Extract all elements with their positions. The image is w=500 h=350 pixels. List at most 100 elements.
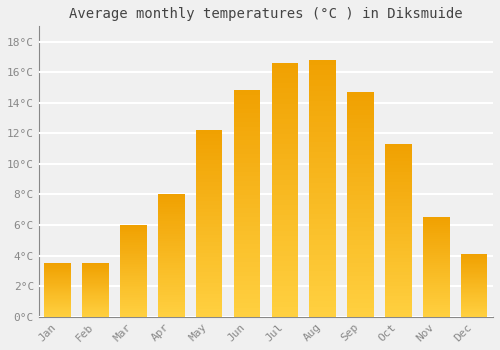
- Bar: [272, 296, 298, 302]
- Bar: [385, 199, 411, 203]
- Bar: [423, 239, 450, 241]
- Bar: [310, 260, 336, 265]
- Bar: [44, 304, 71, 305]
- Bar: [82, 272, 109, 273]
- Bar: [234, 276, 260, 281]
- Bar: [272, 200, 298, 205]
- Bar: [44, 307, 71, 308]
- Bar: [461, 309, 487, 310]
- Bar: [120, 262, 146, 264]
- Bar: [423, 257, 450, 259]
- Bar: [310, 291, 336, 296]
- Bar: [461, 280, 487, 282]
- Bar: [234, 303, 260, 308]
- Bar: [196, 272, 222, 276]
- Bar: [348, 114, 374, 119]
- Bar: [272, 124, 298, 129]
- Bar: [461, 292, 487, 293]
- Bar: [82, 285, 109, 286]
- Bar: [234, 95, 260, 99]
- Bar: [158, 256, 184, 258]
- Bar: [348, 101, 374, 105]
- Bar: [120, 231, 146, 232]
- Bar: [461, 314, 487, 316]
- Bar: [158, 209, 184, 212]
- Bar: [348, 124, 374, 128]
- Bar: [158, 297, 184, 300]
- Bar: [348, 191, 374, 195]
- Bar: [120, 254, 146, 256]
- Bar: [82, 265, 109, 266]
- Bar: [423, 261, 450, 263]
- Bar: [348, 299, 374, 303]
- Bar: [461, 277, 487, 278]
- Bar: [44, 269, 71, 270]
- Bar: [158, 292, 184, 295]
- Bar: [348, 254, 374, 258]
- Bar: [423, 231, 450, 233]
- Bar: [272, 149, 298, 154]
- Bar: [310, 230, 336, 235]
- Bar: [196, 313, 222, 317]
- Bar: [196, 190, 222, 194]
- Bar: [461, 297, 487, 298]
- Bar: [310, 250, 336, 255]
- Bar: [461, 278, 487, 279]
- Bar: [82, 275, 109, 276]
- Bar: [120, 287, 146, 289]
- Bar: [272, 154, 298, 160]
- Bar: [44, 294, 71, 295]
- Bar: [234, 99, 260, 104]
- Bar: [82, 273, 109, 274]
- Bar: [272, 256, 298, 261]
- Bar: [385, 196, 411, 199]
- Bar: [234, 204, 260, 208]
- Bar: [196, 138, 222, 141]
- Bar: [348, 218, 374, 222]
- Bar: [348, 267, 374, 272]
- Bar: [385, 175, 411, 178]
- Bar: [120, 282, 146, 284]
- Bar: [272, 68, 298, 73]
- Bar: [120, 238, 146, 240]
- Bar: [272, 180, 298, 185]
- Bar: [120, 232, 146, 234]
- Bar: [196, 276, 222, 280]
- Bar: [272, 271, 298, 276]
- Bar: [385, 237, 411, 241]
- Bar: [461, 260, 487, 262]
- Bar: [272, 225, 298, 231]
- Bar: [158, 238, 184, 241]
- Bar: [82, 280, 109, 281]
- Bar: [234, 231, 260, 235]
- Bar: [423, 229, 450, 231]
- Bar: [234, 140, 260, 145]
- Bar: [272, 195, 298, 200]
- Bar: [461, 271, 487, 272]
- Bar: [196, 216, 222, 220]
- Bar: [272, 241, 298, 246]
- Bar: [385, 230, 411, 234]
- Bar: [158, 195, 184, 197]
- Bar: [423, 251, 450, 253]
- Bar: [158, 212, 184, 214]
- Bar: [196, 224, 222, 227]
- Bar: [44, 282, 71, 284]
- Bar: [423, 263, 450, 265]
- Bar: [196, 238, 222, 242]
- Bar: [310, 152, 336, 158]
- Bar: [44, 281, 71, 282]
- Bar: [423, 267, 450, 269]
- Bar: [44, 266, 71, 267]
- Bar: [385, 158, 411, 161]
- Bar: [461, 298, 487, 299]
- Bar: [120, 295, 146, 296]
- Bar: [385, 303, 411, 307]
- Bar: [385, 154, 411, 158]
- Bar: [272, 220, 298, 225]
- Bar: [461, 304, 487, 306]
- Bar: [461, 306, 487, 307]
- Bar: [272, 210, 298, 215]
- Bar: [158, 304, 184, 307]
- Bar: [82, 310, 109, 312]
